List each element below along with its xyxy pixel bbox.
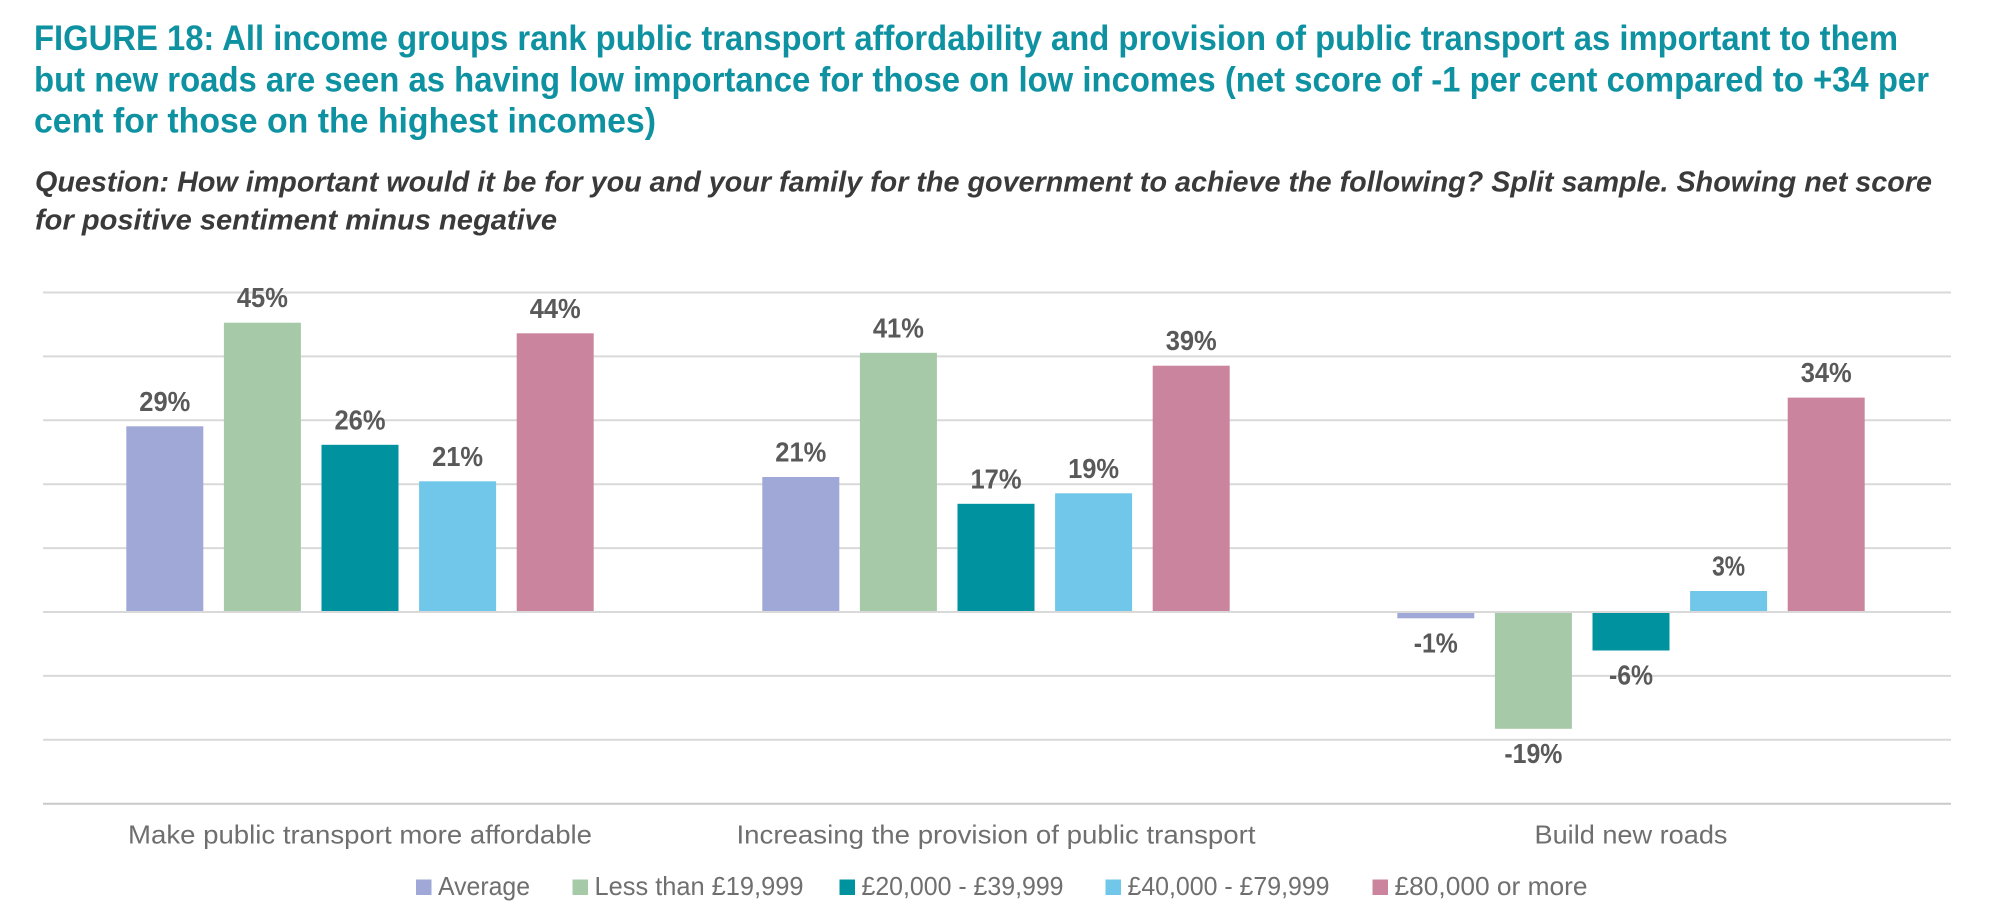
svg-text:£20,000 - £39,999: £20,000 - £39,999 [862,871,1064,901]
svg-text:45%: 45% [237,282,288,313]
svg-text:34%: 34% [1801,357,1852,388]
svg-text:£40,000 - £79,999: £40,000 - £79,999 [1128,871,1330,901]
svg-text:41%: 41% [873,312,924,343]
svg-text:£80,000 or more: £80,000 or more [1395,871,1588,901]
svg-text:21%: 21% [432,441,483,472]
svg-text:Make public transport more aff: Make public transport more affordable [128,820,592,850]
svg-text:19%: 19% [1068,453,1119,484]
svg-text:-1%: -1% [1414,627,1458,658]
svg-text:Question: How important would: Question: How important would it be for … [35,167,1932,199]
svg-text:Build new roads: Build new roads [1535,820,1728,850]
svg-text:29%: 29% [139,386,190,417]
svg-text:-19%: -19% [1504,738,1562,769]
svg-text:-6%: -6% [1609,660,1653,691]
svg-text:Less than £19,999: Less than £19,999 [595,871,804,901]
svg-text:21%: 21% [775,437,826,468]
svg-text:cent for those on the highest: cent for those on the highest incomes) [34,102,656,141]
svg-text:39%: 39% [1166,325,1217,356]
svg-text:but new roads are seen as havi: but new roads are seen as having low imp… [34,60,1929,99]
svg-text:Average: Average [438,871,530,901]
svg-text:17%: 17% [971,463,1022,494]
svg-text:FIGURE 18: All income groups r: FIGURE 18: All income groups rank public… [34,19,1898,58]
svg-text:44%: 44% [530,293,581,324]
svg-text:3%: 3% [1712,551,1745,582]
svg-text:for positive sentiment minus n: for positive sentiment minus negative [35,205,557,237]
svg-text:Increasing the provision of pu: Increasing the provision of public trans… [737,820,1257,850]
svg-text:26%: 26% [335,404,386,435]
